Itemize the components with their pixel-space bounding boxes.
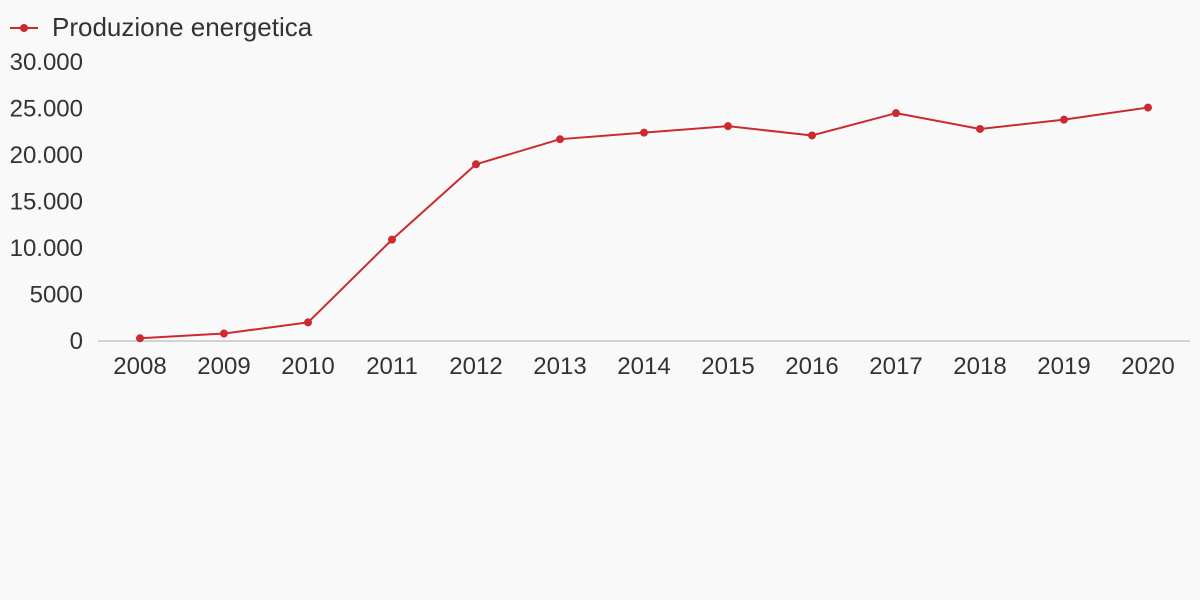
- data-point: [388, 235, 396, 244]
- x-axis: 2008 2009 2010 2011 2012 2013 2014 2015 2016 2017…: [98, 340, 1190, 380]
- x-tick-label: 2019: [1037, 353, 1090, 380]
- x-tick-label: 2013: [533, 353, 586, 380]
- x-tick-label: 2009: [197, 353, 250, 380]
- y-tick-label: 30.000: [10, 49, 83, 76]
- y-tick-label: 5000: [30, 282, 83, 309]
- data-point: [1060, 115, 1068, 124]
- x-tick-label: 2008: [113, 353, 166, 380]
- x-tick-label: 2017: [869, 353, 922, 380]
- data-point: [136, 334, 144, 343]
- x-tick-label: 2015: [701, 353, 754, 380]
- data-point: [976, 124, 984, 133]
- legend: Produzione energetica: [10, 12, 313, 42]
- data-point: [892, 109, 900, 118]
- data-point: [808, 131, 816, 140]
- y-tick-label: 10.000: [10, 235, 83, 262]
- legend-dot-marker: [20, 24, 28, 32]
- data-point: [220, 329, 228, 338]
- y-tick-label: 15.000: [10, 189, 83, 216]
- y-tick-label: 20.000: [10, 142, 83, 169]
- x-tick-label: 2012: [449, 353, 502, 380]
- data-point: [556, 135, 564, 144]
- data-point: [1144, 103, 1152, 112]
- x-tick-label: 2016: [785, 353, 838, 380]
- y-tick-label: 25.000: [10, 96, 83, 123]
- x-tick-label: 2014: [617, 353, 670, 380]
- x-tick-label: 2018: [953, 353, 1006, 380]
- data-point: [472, 160, 480, 169]
- series-line: [139, 106, 1149, 340]
- y-tick-label: 0: [70, 328, 83, 355]
- legend-label: Produzione energetica: [52, 12, 313, 42]
- x-tick-label: 2011: [366, 353, 418, 380]
- data-point: [724, 122, 732, 131]
- x-tick-label: 2010: [281, 353, 334, 380]
- data-point: [640, 128, 648, 137]
- x-tick-label: 2020: [1121, 353, 1174, 380]
- series-group: [136, 103, 1152, 343]
- data-point: [304, 318, 312, 327]
- y-axis: 0 5000 10.000 15.000 20.000 25.000 30.000: [10, 49, 83, 355]
